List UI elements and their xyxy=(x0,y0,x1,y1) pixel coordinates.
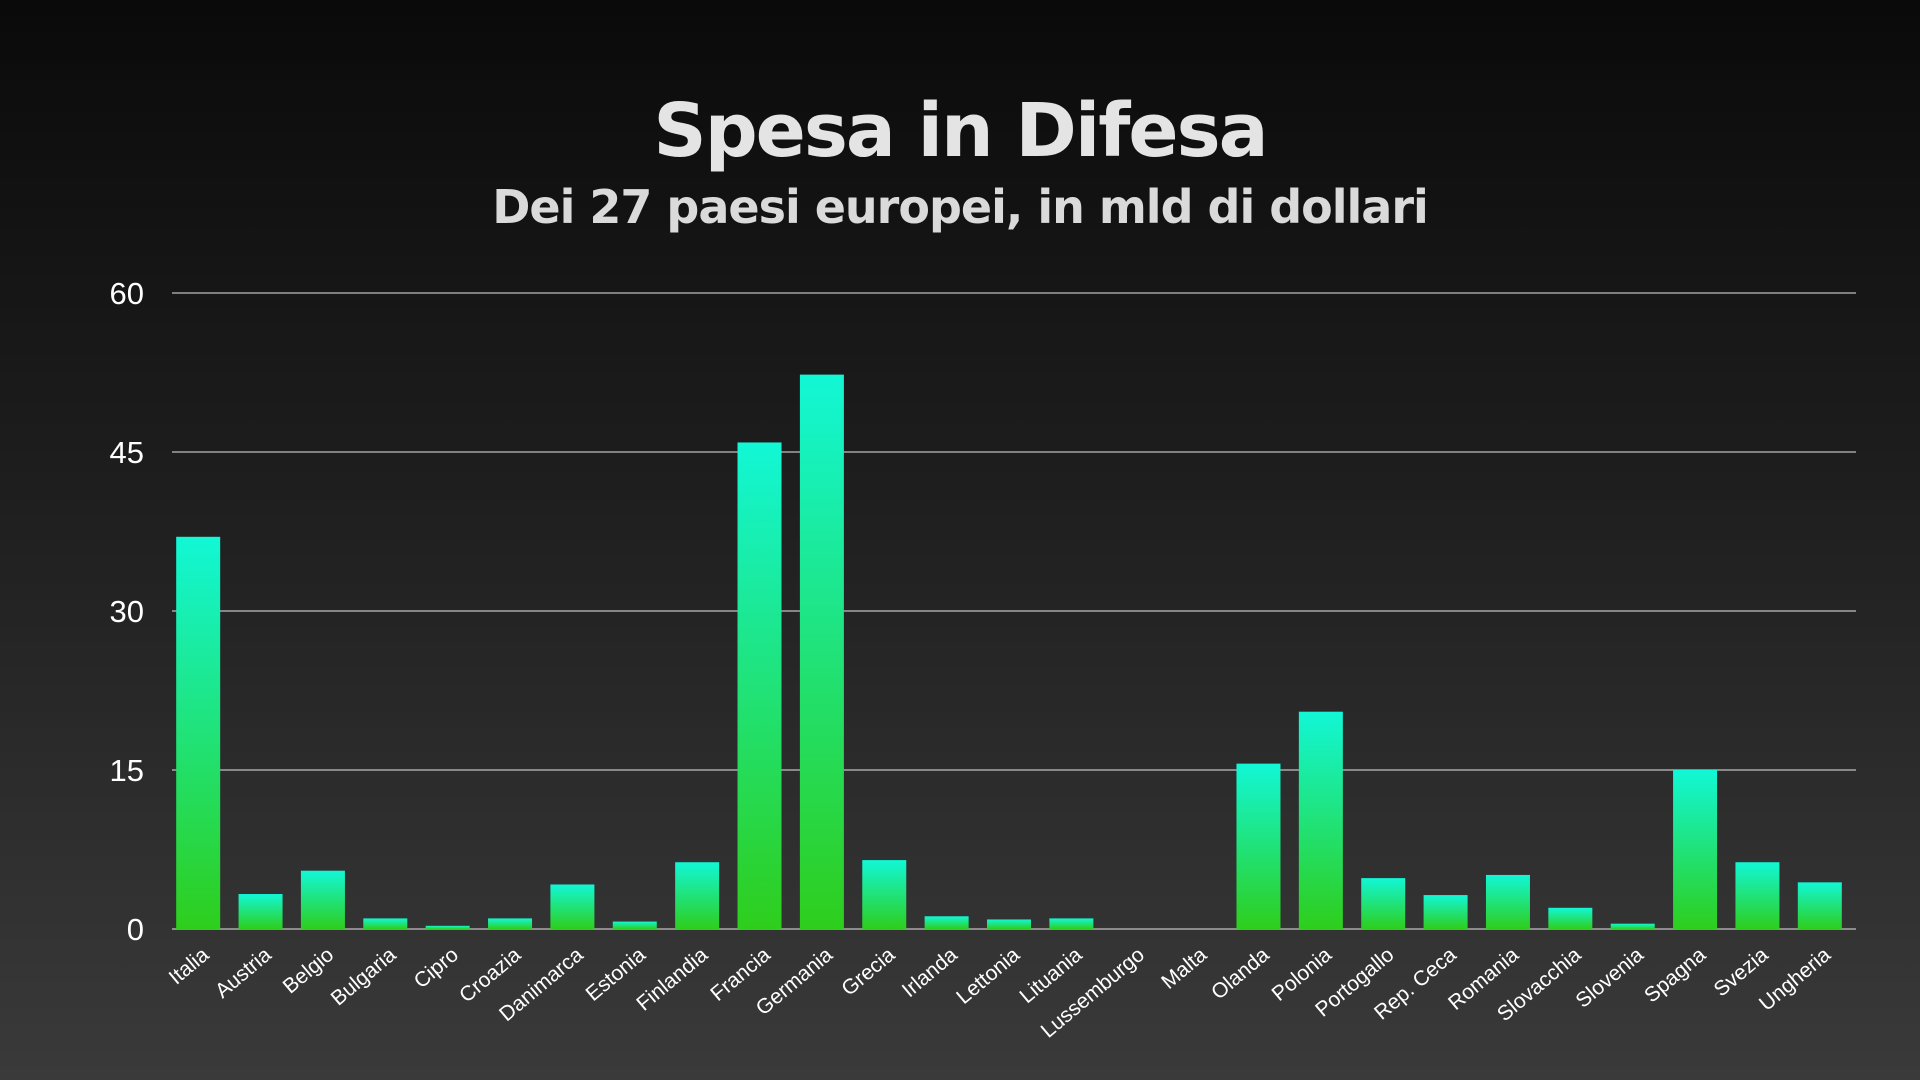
x-tick-label-irlanda: Irlanda xyxy=(898,943,962,1002)
x-tick-label-slovenia: Slovenia xyxy=(1571,943,1648,1013)
bar-estonia xyxy=(612,921,657,929)
bars xyxy=(176,374,1842,929)
bar-lituania xyxy=(1049,918,1094,929)
x-tick-label-ungheria: Ungheria xyxy=(1755,943,1835,1016)
bar-croazia xyxy=(488,918,533,929)
y-axis-ticks: 0 15 30 45 60 xyxy=(110,276,144,947)
x-tick-label-finlandia: Finlandia xyxy=(632,943,712,1016)
bar-francia xyxy=(737,442,782,929)
bar-germania xyxy=(799,374,844,929)
bar-austria xyxy=(238,894,283,929)
bar-slovacchia xyxy=(1548,907,1593,929)
bar-slovenia xyxy=(1610,923,1655,929)
chart-title: Spesa in Difesa xyxy=(653,88,1268,174)
x-tick-label-lettonia: Lettonia xyxy=(952,943,1024,1009)
x-tick-label-olanda: Olanda xyxy=(1207,943,1274,1004)
bar-danimarca xyxy=(550,884,595,929)
x-tick-label-italia: Italia xyxy=(165,943,214,989)
y-tick-label-0: 0 xyxy=(127,912,144,947)
x-tick-label-austria: Austria xyxy=(211,943,276,1003)
bar-grecia xyxy=(862,860,907,929)
x-tick-label-spagna: Spagna xyxy=(1640,943,1710,1007)
gridlines xyxy=(172,292,1856,930)
x-tick-label-cipro: Cipro xyxy=(410,943,463,993)
bar-olanda xyxy=(1236,763,1281,929)
bar-finlandia xyxy=(675,862,720,929)
bar-svezia xyxy=(1735,862,1780,929)
y-tick-label-30: 30 xyxy=(110,594,144,629)
y-tick-label-45: 45 xyxy=(110,435,144,470)
y-tick-label-15: 15 xyxy=(110,753,144,788)
bar-ungheria xyxy=(1797,882,1842,929)
bar-portogallo xyxy=(1361,878,1406,929)
bar-romania xyxy=(1485,874,1530,929)
bar-italia xyxy=(176,536,221,929)
bar-irlanda xyxy=(924,916,969,929)
bar-lettonia xyxy=(987,919,1031,929)
bar-rep-ceca xyxy=(1423,895,1468,929)
bar-cipro xyxy=(425,925,470,929)
chart-subtitle: Dei 27 paesi europei, in mld di dollari xyxy=(492,180,1429,234)
x-tick-label-grecia: Grecia xyxy=(837,943,899,1001)
y-tick-label-60: 60 xyxy=(110,276,144,311)
bar-belgio xyxy=(300,870,345,929)
bar-polonia xyxy=(1298,711,1343,929)
x-tick-label-bulgaria: Bulgaria xyxy=(327,943,401,1010)
bar-spagna xyxy=(1673,770,1718,929)
bar-bulgaria xyxy=(363,918,408,929)
x-tick-label-malta: Malta xyxy=(1157,943,1211,994)
